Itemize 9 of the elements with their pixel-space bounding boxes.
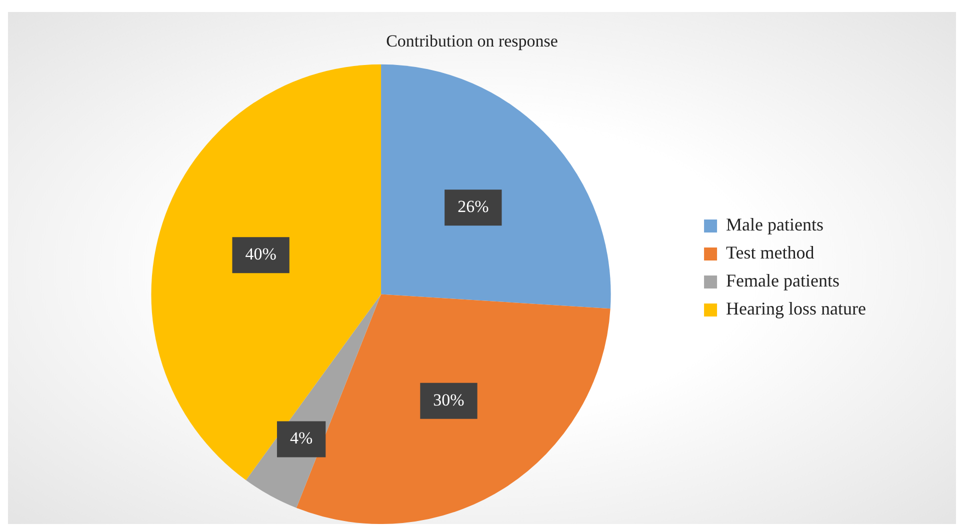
data-label: 40%: [245, 244, 276, 264]
data-label: 26%: [458, 197, 489, 216]
data-label: 4%: [290, 428, 313, 448]
chart-title: Contribution on response: [386, 32, 558, 51]
legend-label: Test method: [726, 242, 814, 263]
legend-label: Hearing loss nature: [726, 298, 866, 319]
data-label: 30%: [433, 390, 464, 410]
legend-label: Male patients: [726, 214, 824, 235]
legend-label: Female patients: [726, 270, 840, 291]
